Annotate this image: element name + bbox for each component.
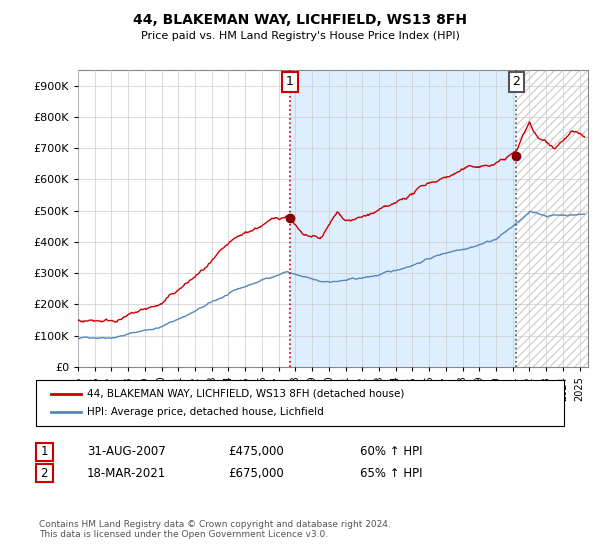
Text: HPI: Average price, detached house, Lichfield: HPI: Average price, detached house, Lich… — [87, 407, 324, 417]
Text: £475,000: £475,000 — [228, 445, 284, 459]
Text: 1: 1 — [286, 76, 294, 88]
Text: 65% ↑ HPI: 65% ↑ HPI — [360, 466, 422, 480]
Text: 60% ↑ HPI: 60% ↑ HPI — [360, 445, 422, 459]
Text: 2: 2 — [41, 466, 48, 480]
Bar — [516, 70, 596, 367]
Text: 18-MAR-2021: 18-MAR-2021 — [87, 466, 166, 480]
Text: 44, BLAKEMAN WAY, LICHFIELD, WS13 8FH (detached house): 44, BLAKEMAN WAY, LICHFIELD, WS13 8FH (d… — [87, 389, 404, 399]
Text: 31-AUG-2007: 31-AUG-2007 — [87, 445, 166, 459]
Bar — [290, 70, 516, 367]
Text: 1: 1 — [41, 445, 48, 459]
Text: 2: 2 — [512, 76, 520, 88]
Text: Price paid vs. HM Land Registry's House Price Index (HPI): Price paid vs. HM Land Registry's House … — [140, 31, 460, 41]
Bar — [516, 70, 596, 367]
Text: 44, BLAKEMAN WAY, LICHFIELD, WS13 8FH: 44, BLAKEMAN WAY, LICHFIELD, WS13 8FH — [133, 13, 467, 27]
Text: £675,000: £675,000 — [228, 466, 284, 480]
Text: Contains HM Land Registry data © Crown copyright and database right 2024.
This d: Contains HM Land Registry data © Crown c… — [39, 520, 391, 539]
